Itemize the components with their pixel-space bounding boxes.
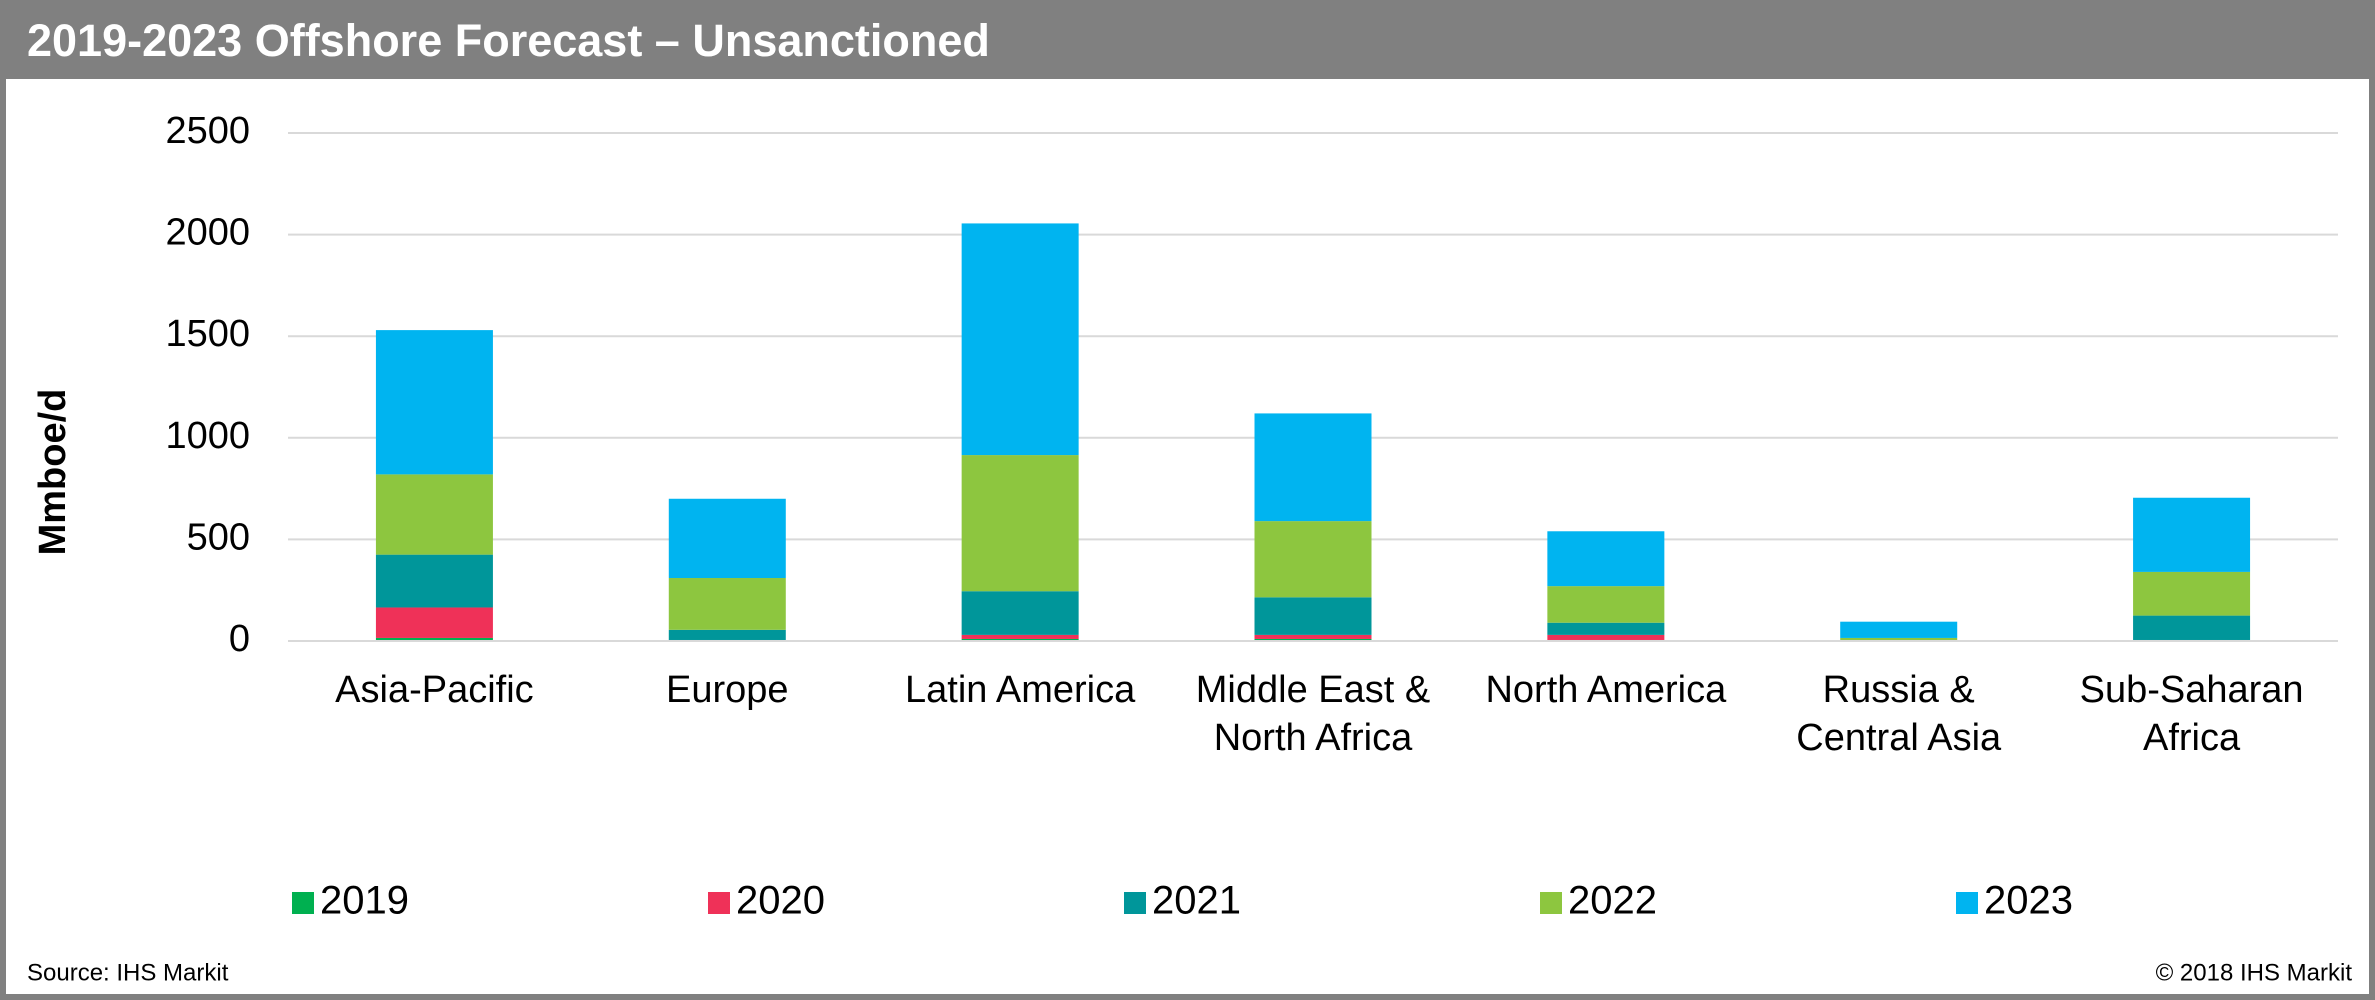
- bar-segment: [1254, 634, 1372, 639]
- chart-title: 2019-2023 Offshore Forecast – Unsanction…: [27, 15, 990, 66]
- legend-swatch: [1540, 892, 1562, 914]
- legend-label: 2020: [736, 879, 825, 923]
- bar-segment: [1547, 622, 1665, 635]
- legend-label: 2023: [1984, 879, 2073, 923]
- bar-segment: [1254, 638, 1372, 641]
- y-tick-label: 2000: [165, 212, 250, 254]
- legend-label: 2019: [320, 879, 409, 923]
- x-tick-label: Middle East & North Africa: [1196, 669, 1430, 759]
- y-tick-label: 2500: [165, 110, 250, 152]
- x-tick-label: Asia-Pacific: [335, 669, 534, 711]
- bar-segment: [2133, 615, 2251, 640]
- legend-label: 2022: [1568, 879, 1657, 923]
- bar-segment: [1840, 621, 1958, 638]
- bar-segment: [961, 223, 1079, 456]
- bar-segment: [668, 498, 786, 579]
- bar-segment: [375, 637, 493, 641]
- bar-segment: [375, 607, 493, 638]
- bar-segment: [2133, 497, 2251, 572]
- bar-segment: [1547, 634, 1665, 640]
- bar-segment: [961, 638, 1079, 641]
- y-tick-label: 1000: [165, 415, 250, 457]
- bar-segment: [961, 455, 1079, 592]
- bar-segment: [961, 634, 1079, 639]
- copyright: © 2018 IHS Markit: [2156, 959, 2353, 986]
- bar-segment: [1254, 521, 1372, 598]
- x-tick-label: Russia & Central Asia: [1796, 669, 2002, 759]
- y-axis-label: Mmboe/d: [32, 389, 74, 556]
- y-tick-label: 500: [187, 516, 250, 558]
- bar-segment: [1254, 597, 1372, 635]
- bar-segment: [2133, 571, 2251, 616]
- x-tick-label: North America: [1485, 669, 1727, 711]
- bar-segment: [1547, 586, 1665, 623]
- bar-segment: [1254, 413, 1372, 522]
- bar-segment: [668, 629, 786, 640]
- bar-segment: [375, 474, 493, 555]
- legend-swatch: [1124, 892, 1146, 914]
- y-tick-label: 1500: [165, 313, 250, 355]
- source: Source: IHS Markit: [27, 959, 229, 986]
- bar-segment: [961, 591, 1079, 635]
- x-tick-label: Europe: [666, 669, 789, 711]
- x-tick-label: Sub-Saharan Africa: [2080, 669, 2304, 759]
- x-tick-label: Latin America: [905, 669, 1136, 711]
- title-bar: [0, 0, 2375, 79]
- bar-segment: [1547, 531, 1665, 587]
- legend-label: 2021: [1152, 879, 1241, 923]
- legend-swatch: [708, 892, 730, 914]
- bar-segment: [668, 578, 786, 630]
- bar-segment: [1840, 637, 1958, 640]
- legend-swatch: [292, 892, 314, 914]
- bar-segment: [375, 330, 493, 475]
- y-tick-label: 0: [229, 618, 250, 660]
- bar-segment: [375, 554, 493, 608]
- legend-swatch: [1956, 892, 1978, 914]
